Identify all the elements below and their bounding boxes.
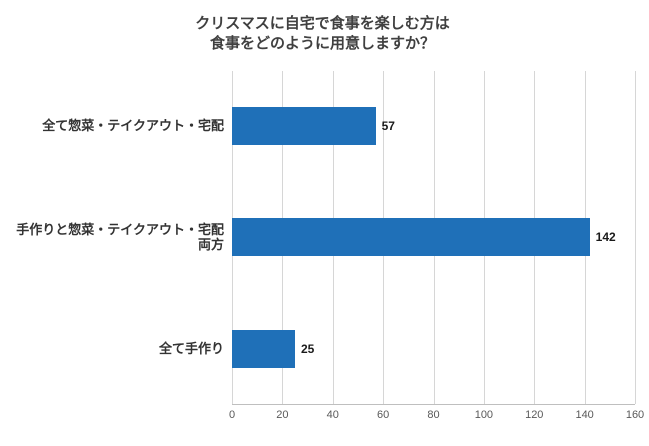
bar (232, 107, 376, 146)
rows: 全て惣菜・テイクアウト・宅配 57 手作りと惣菜・テイクアウト・宅配両方 142 全て手… (10, 71, 635, 405)
x-tick-label: 140 (575, 408, 594, 421)
x-tick-label: 160 (625, 408, 645, 421)
category-label: 全て惣菜・テイクアウト・宅配 (42, 118, 224, 134)
gridline (635, 70, 636, 404)
plot-area: 全て惣菜・テイクアウト・宅配 57 手作りと惣菜・テイクアウト・宅配両方 142 全て手… (10, 70, 636, 405)
x-tick-label: 60 (377, 408, 390, 421)
value-label: 142 (595, 230, 616, 245)
chart-title-line2: 食事をどのように用意しますか？ (209, 35, 435, 53)
bar (232, 329, 295, 368)
x-axis: 0 20 40 60 80 100 120 140 160 (228, 408, 644, 427)
bar-track: 25 (232, 293, 635, 404)
bar-track: 142 (232, 182, 635, 293)
x-tick-label: 120 (525, 408, 544, 421)
chart-title: クリスマスに自宅で食事を楽しむ方は 食事をどのように用意しますか？ (10, 14, 635, 55)
bar-row: 全て惣菜・テイクアウト・宅配 57 (10, 71, 635, 182)
bar-row: 全て手作り 25 (10, 293, 635, 404)
x-tick-label: 0 (228, 408, 236, 421)
bar-track: 57 (232, 71, 635, 182)
category-label: 手作りと惣菜・テイクアウト・宅配両方 (16, 221, 224, 253)
chart-title-line1: クリスマスに自宅で食事を楽しむ方は (195, 15, 450, 32)
bar-row: 手作りと惣菜・テイクアウト・宅配両方 142 (10, 182, 635, 293)
x-tick-label: 40 (326, 408, 339, 421)
bar (232, 218, 590, 257)
value-label: 57 (381, 119, 395, 134)
value-label: 25 (300, 341, 315, 356)
x-tick-label: 100 (474, 408, 494, 421)
category-label: 全て手作り (158, 341, 224, 357)
x-tick-label: 80 (427, 408, 440, 421)
x-tick-label: 20 (276, 408, 289, 421)
